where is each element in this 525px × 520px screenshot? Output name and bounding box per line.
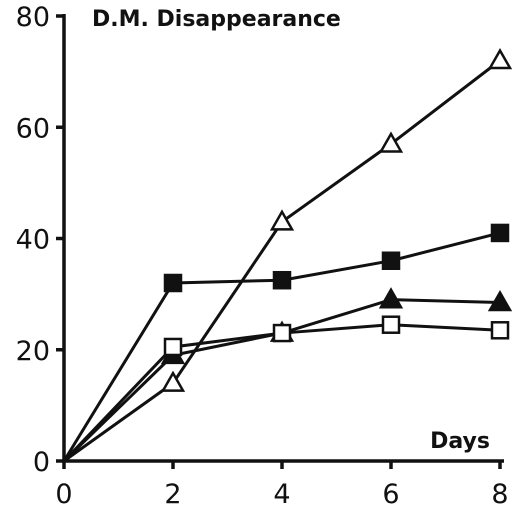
data-point [381, 251, 401, 270]
ticks: 0 20 40 60 80 0 2 4 6 8 [16, 2, 509, 510]
series-open-square [62, 315, 510, 463]
data-point [160, 370, 186, 392]
data-point [378, 287, 404, 309]
data-point [272, 270, 292, 290]
y-tick-label: 80 [16, 2, 50, 33]
y-tick-label: 0 [33, 447, 50, 478]
x-tick-label: 6 [382, 479, 399, 510]
data-point [163, 337, 183, 357]
series-open-triangle [63, 47, 513, 463]
series-line [63, 59, 501, 463]
data-point [381, 315, 401, 334]
x-tick-label: 4 [273, 479, 290, 510]
y-tick-label: 60 [16, 113, 50, 144]
x-tick-label: 0 [55, 479, 72, 510]
chart-title: D.M. Disappearance [92, 7, 341, 32]
series-line [62, 231, 501, 462]
series-filled-square [62, 223, 510, 462]
x-tick-label: 2 [164, 479, 181, 510]
data-point [269, 209, 295, 231]
x-axis-label: Days [430, 429, 490, 454]
data-point [378, 131, 404, 153]
data-point [487, 47, 513, 70]
y-tick-label: 20 [16, 336, 50, 367]
data-point [490, 223, 510, 243]
series-group [62, 47, 513, 463]
data-point [163, 273, 183, 293]
data-point [487, 289, 513, 312]
x-tick-label: 8 [491, 479, 508, 510]
data-point [272, 323, 292, 343]
y-tick-label: 40 [16, 225, 50, 256]
data-point [490, 321, 510, 340]
